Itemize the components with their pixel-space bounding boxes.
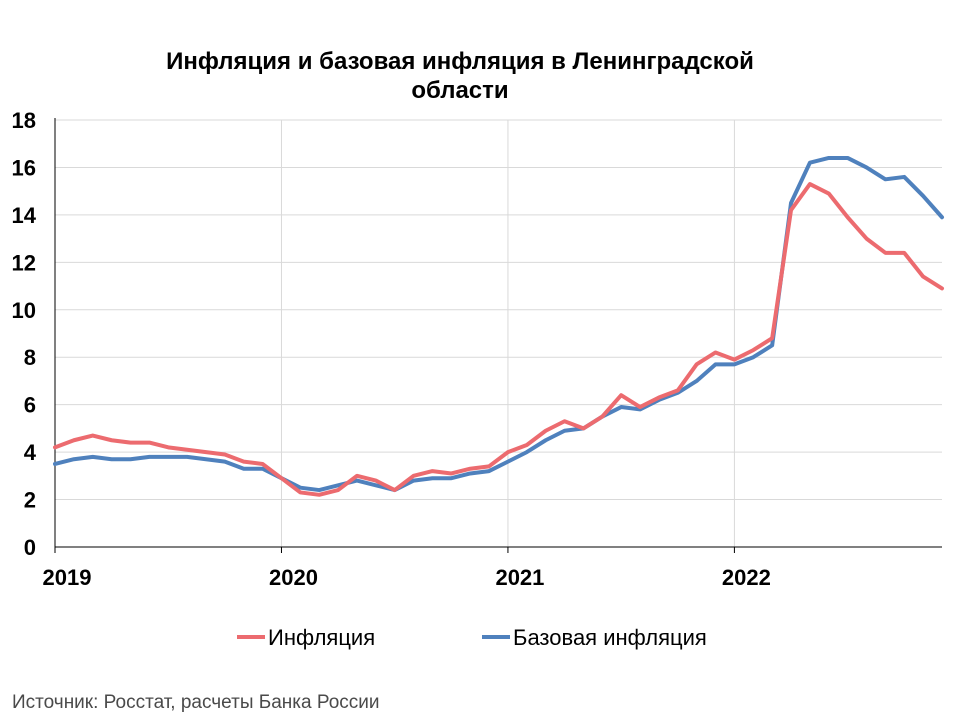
y-tick-label: 18: [12, 108, 36, 133]
series-line-core-inflation: [53, 155, 944, 493]
chart-title: Инфляция и базовая инфляция в Ленинградс…: [166, 48, 754, 104]
legend: Инфляция Базовая инфляция: [237, 625, 707, 650]
y-tick-label: 14: [12, 203, 37, 228]
x-tick-label: 2022: [722, 565, 771, 590]
y-tick-label: 8: [24, 345, 36, 370]
chart-title-line-1: Инфляция и базовая инфляция в Ленинградс…: [166, 48, 754, 75]
y-tick-label: 6: [24, 393, 36, 418]
line-chart: Инфляция и базовая инфляция в Ленинградс…: [12, 48, 944, 650]
y-tick-label: 0: [24, 535, 36, 560]
legend-label-core-inflation: Базовая инфляция: [513, 625, 707, 650]
chart-title-line-2: области: [411, 77, 508, 104]
y-tick-label: 16: [12, 155, 36, 180]
series-line-inflation: [53, 182, 944, 497]
x-tick-label: 2019: [43, 565, 92, 590]
series-lines: [53, 155, 944, 497]
x-tick-label: 2020: [269, 565, 318, 590]
axes: 0 2 4 6 8 10 12 14 16 18 2019 2020 2021 2022: [12, 108, 942, 590]
y-tick-label: 10: [12, 298, 36, 323]
source-note: Источник: Росстат, расчеты Банка России: [12, 692, 380, 713]
y-tick-label: 2: [24, 488, 36, 513]
legend-label-inflation: Инфляция: [268, 625, 375, 650]
y-tick-label: 4: [24, 440, 37, 465]
y-tick-label: 12: [12, 250, 36, 275]
x-tick-label: 2021: [495, 565, 544, 590]
